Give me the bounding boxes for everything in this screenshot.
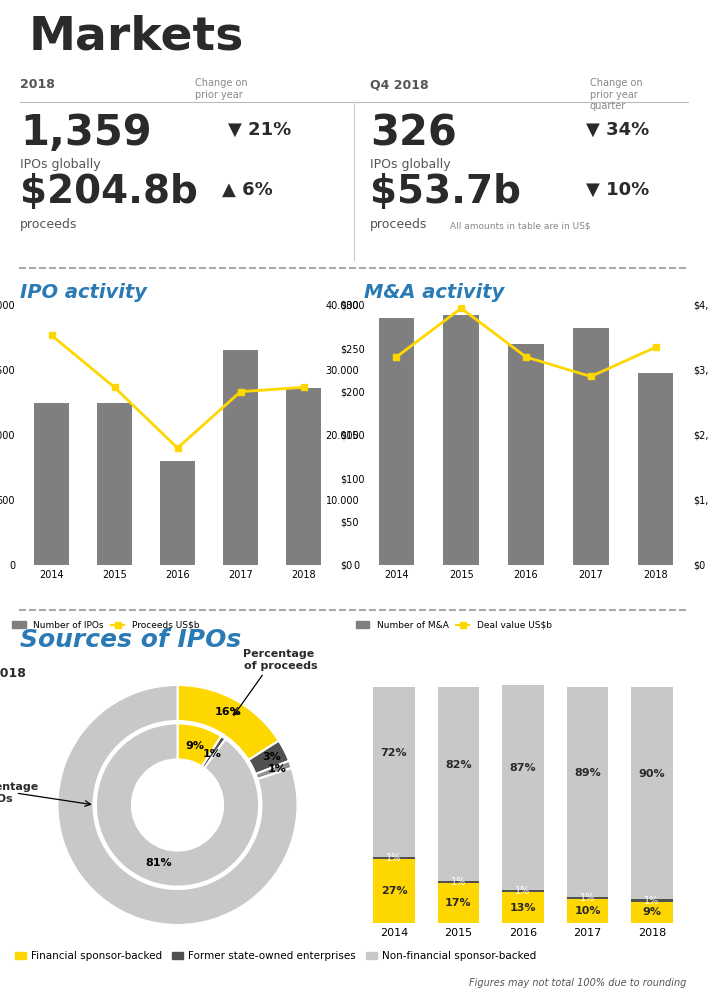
Bar — [373, 859, 415, 923]
Text: 87%: 87% — [510, 763, 537, 773]
Bar — [373, 687, 415, 857]
Bar — [631, 687, 673, 899]
Text: IPO activity: IPO activity — [20, 283, 147, 302]
Text: Change on
prior year
quarter: Change on prior year quarter — [590, 78, 643, 111]
Text: ▲ 6%: ▲ 6% — [222, 181, 273, 199]
Bar — [566, 899, 608, 923]
Text: proceeds: proceeds — [370, 218, 428, 231]
Wedge shape — [178, 723, 221, 766]
Text: All amounts in table are in US$: All amounts in table are in US$ — [450, 222, 590, 231]
Bar — [97, 402, 132, 565]
Text: 9%: 9% — [643, 907, 661, 917]
Text: ▼ 34%: ▼ 34% — [586, 120, 649, 138]
Text: 3%: 3% — [262, 752, 281, 762]
Text: 81%: 81% — [145, 858, 172, 868]
Text: 72%: 72% — [381, 748, 407, 758]
Bar — [631, 899, 673, 902]
Bar — [502, 892, 544, 923]
Bar — [573, 328, 609, 565]
Text: proceeds: proceeds — [20, 218, 77, 231]
Text: 27%: 27% — [381, 886, 407, 896]
Text: ▼ 10%: ▼ 10% — [586, 181, 649, 199]
Wedge shape — [249, 741, 289, 774]
Bar — [286, 388, 321, 565]
Bar — [160, 461, 195, 565]
Bar — [438, 881, 479, 883]
Text: 9%: 9% — [185, 741, 204, 751]
Bar — [638, 373, 673, 565]
Text: 13%: 13% — [510, 903, 536, 913]
Text: Q4 2018: Q4 2018 — [370, 78, 428, 91]
Bar — [502, 685, 544, 890]
Text: 1%: 1% — [451, 877, 466, 887]
Text: Markets: Markets — [28, 15, 244, 60]
Bar — [438, 687, 479, 881]
Bar — [443, 315, 479, 565]
Circle shape — [135, 762, 221, 848]
Text: 1%: 1% — [644, 896, 660, 906]
Bar — [34, 402, 69, 565]
Text: $53.7b: $53.7b — [370, 173, 521, 211]
Text: ▼ 21%: ▼ 21% — [229, 120, 292, 138]
Text: IPOs globally: IPOs globally — [20, 158, 101, 171]
Text: 2018: 2018 — [20, 78, 55, 91]
Text: 1%: 1% — [387, 853, 401, 863]
Text: 2018: 2018 — [0, 667, 26, 680]
Text: IPOs globally: IPOs globally — [370, 158, 450, 171]
Text: 89%: 89% — [574, 768, 601, 778]
Bar — [566, 687, 608, 897]
Text: M&A activity: M&A activity — [364, 283, 504, 302]
Text: 10%: 10% — [574, 906, 601, 916]
Text: Change on
prior year: Change on prior year — [195, 78, 248, 100]
Bar — [502, 890, 544, 892]
Text: 1%: 1% — [202, 749, 222, 759]
Legend: Number of IPOs, Proceeds US$b: Number of IPOs, Proceeds US$b — [8, 617, 202, 633]
Text: 1%: 1% — [268, 764, 286, 774]
Text: 82%: 82% — [445, 760, 472, 770]
Bar — [438, 883, 479, 923]
Text: 1%: 1% — [515, 886, 530, 896]
Wedge shape — [256, 761, 292, 779]
Wedge shape — [202, 736, 225, 768]
Bar — [631, 902, 673, 923]
Wedge shape — [178, 685, 279, 760]
Bar — [223, 350, 258, 565]
Text: 90%: 90% — [639, 769, 666, 779]
Wedge shape — [57, 685, 297, 925]
Text: 1%: 1% — [580, 893, 595, 903]
Text: Figures may not total 100% due to rounding: Figures may not total 100% due to roundi… — [469, 978, 687, 988]
Legend: Financial sponsor-backed, Former state-owned enterprises, Non-financial sponsor-: Financial sponsor-backed, Former state-o… — [15, 951, 536, 961]
Bar — [373, 857, 415, 859]
Text: $204.8b: $204.8b — [20, 173, 198, 211]
Bar — [508, 344, 544, 565]
Text: 17%: 17% — [445, 898, 472, 908]
Legend: Number of M&A, Deal value US$b: Number of M&A, Deal value US$b — [353, 617, 555, 633]
Text: 326: 326 — [370, 112, 457, 154]
Text: Percentage
of IPOs: Percentage of IPOs — [0, 782, 39, 804]
Text: Sources of IPOs: Sources of IPOs — [20, 628, 241, 652]
Wedge shape — [96, 723, 259, 887]
Text: 1,359: 1,359 — [20, 112, 152, 154]
Bar — [566, 897, 608, 899]
Text: Percentage
of proceeds: Percentage of proceeds — [244, 649, 317, 671]
Text: 16%: 16% — [215, 707, 241, 717]
Bar — [379, 318, 414, 565]
